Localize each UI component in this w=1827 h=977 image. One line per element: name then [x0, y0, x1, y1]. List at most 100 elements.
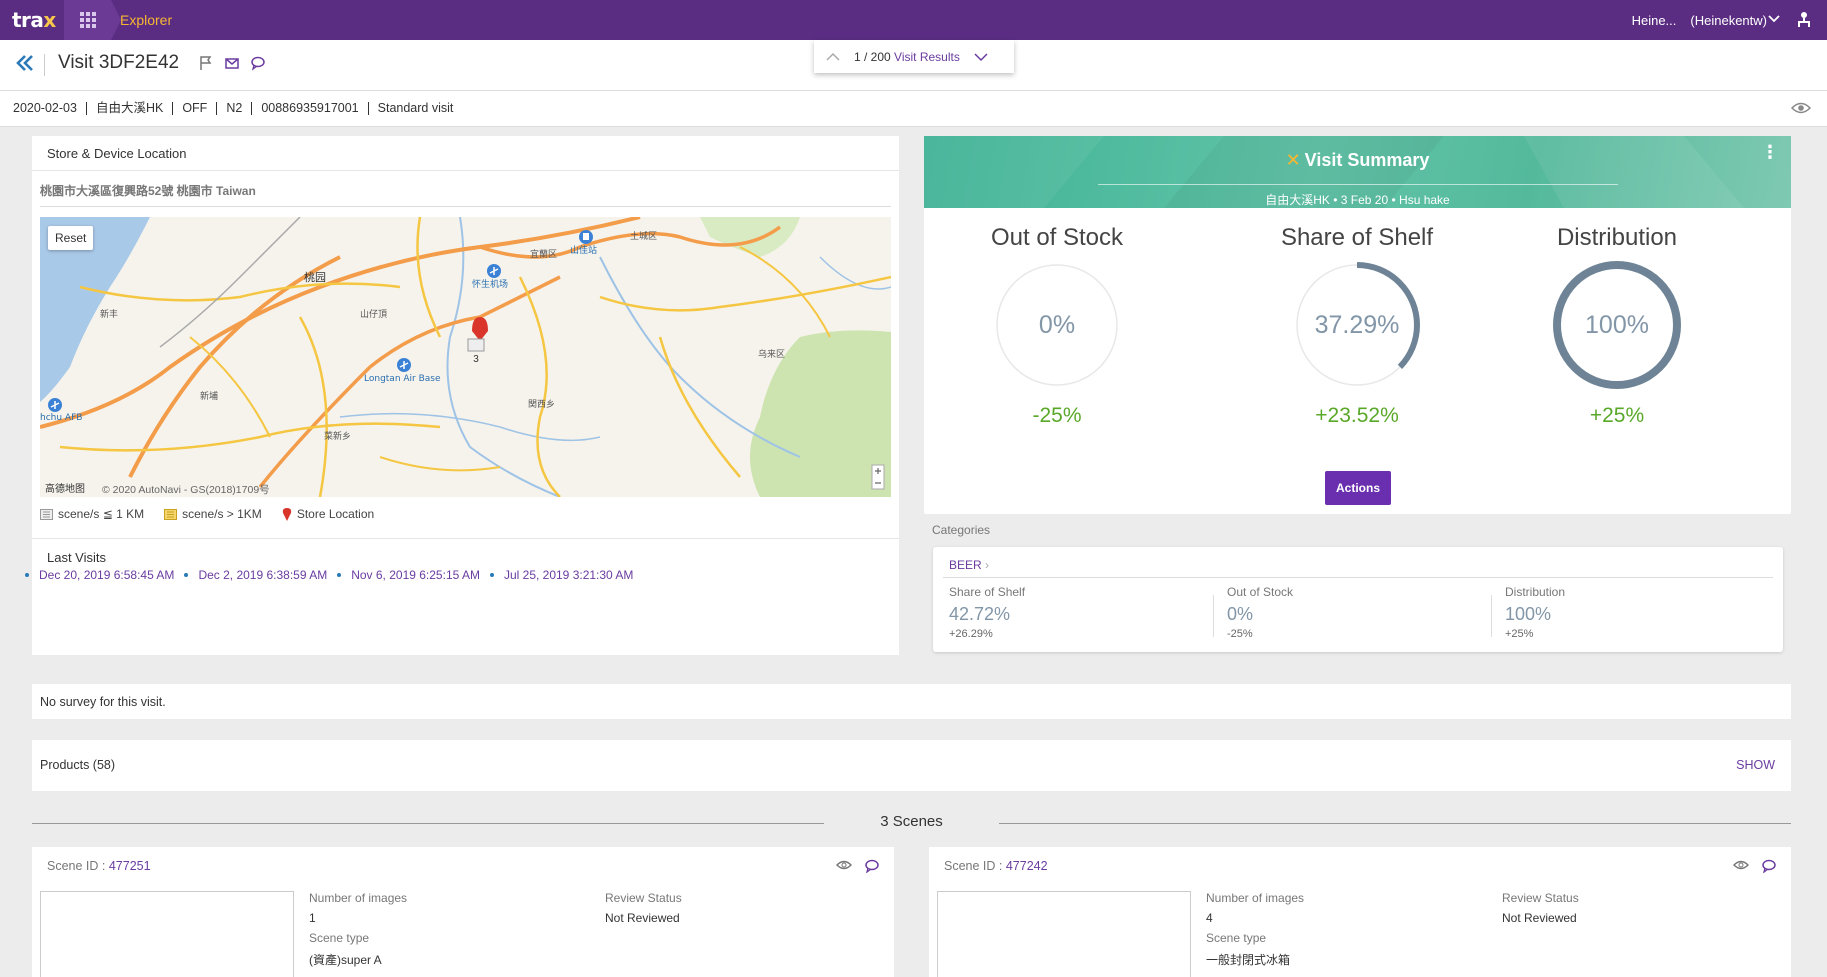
- pager-count: 1 / 200: [854, 49, 891, 64]
- airport-icon: [487, 264, 501, 278]
- map-reset-button[interactable]: Reset: [48, 226, 94, 250]
- actions-button[interactable]: Actions: [1325, 471, 1391, 505]
- map-provider-logo: 高德地图: [45, 484, 85, 495]
- metric-value: 37.29%: [1314, 310, 1400, 339]
- chevron-up-icon[interactable]: [826, 52, 840, 62]
- scene-near-icon: [40, 508, 53, 520]
- metric-distribution[interactable]: Distribution 100% +25%: [1487, 224, 1747, 428]
- scene-type: Scene type (資產)super A: [309, 931, 382, 967]
- map-graphic: 桃园 山佳站 新丰 新埔 山仔頂 怀生机场 Longtan Air Base h…: [40, 217, 891, 497]
- trax-logo[interactable]: trax: [12, 8, 56, 32]
- store-map[interactable]: 桃园 山佳站 新丰 新埔 山仔頂 怀生机场 Longtan Air Base h…: [40, 217, 891, 497]
- scene-id: Scene ID : 477251: [47, 859, 151, 873]
- visit-summary-title: ✕ Visit Summary: [1285, 150, 1430, 170]
- metric-gauge: 0%: [992, 260, 1122, 390]
- pager-label[interactable]: Visit Results: [894, 49, 960, 64]
- category-metric: Distribution 100% +25%: [1505, 585, 1566, 640]
- legend-label: scene/s ≦ 1 KM: [58, 507, 145, 521]
- chevron-down-icon[interactable]: [974, 52, 988, 62]
- metric-name: Distribution: [1556, 224, 1678, 251]
- map-label: 怀生机场: [472, 278, 508, 290]
- visit-summary-header: ✕ Visit Summary 自由大溪HK • 3 Feb 20 • Hsu h…: [924, 136, 1791, 208]
- visit-info-strip: 2020-02-03 自由大溪HK OFF N2 00886935917001 …: [0, 90, 1827, 127]
- scene-count-label: 3: [473, 354, 479, 365]
- store-location-card: Store & Device Location 桃園市大溪區復興路52號 桃園市…: [25, 136, 899, 655]
- last-visit-item[interactable]: Nov 6, 2019 6:25:15 AM: [337, 568, 480, 582]
- scene-id: Scene ID : 477242: [944, 859, 1048, 873]
- scenes-count: 3 Scenes: [880, 813, 943, 830]
- legend-item: scene/s ≦ 1 KM: [40, 507, 144, 521]
- flag-icon[interactable]: [198, 55, 214, 71]
- show-products-button[interactable]: SHOW: [1736, 758, 1775, 772]
- scene-thumbnail[interactable]: [40, 891, 294, 977]
- products-label: Products (58): [40, 758, 116, 772]
- store-number: 00886935917001: [251, 102, 367, 115]
- mail-icon[interactable]: [224, 55, 240, 71]
- scene-type: Scene type 一般封閉式冰箱: [1206, 931, 1291, 967]
- comment-icon[interactable]: [1761, 859, 1777, 873]
- survey-panel: No survey for this visit.: [32, 684, 1791, 719]
- survey-text: No survey for this visit.: [40, 695, 166, 709]
- scene-thumbnail[interactable]: [937, 891, 1191, 977]
- visit-summary-card: ✕ Visit Summary 自由大溪HK • 3 Feb 20 • Hsu h…: [924, 136, 1791, 514]
- metric-share-of-shelf[interactable]: Share of Shelf 37.29% +23.52%: [1227, 224, 1487, 428]
- apps-grid-button[interactable]: [64, 0, 111, 40]
- visit-title: Visit 3DF2E42: [58, 52, 180, 73]
- eye-icon[interactable]: [1791, 101, 1811, 115]
- last-visit-item[interactable]: Dec 20, 2019 6:58:45 AM: [25, 568, 174, 582]
- metric-value: 100%: [1585, 310, 1649, 339]
- eye-icon[interactable]: [836, 859, 852, 871]
- review-status: Review Status Not Reviewed: [1502, 891, 1579, 925]
- legend-label: scene/s > 1KM: [182, 507, 262, 521]
- map-legend: scene/s ≦ 1 KM scene/s > 1KM Store Locat…: [40, 507, 374, 521]
- category-metric: Share of Shelf 42.72% +26.29%: [949, 585, 1026, 640]
- top-bar: trax Explorer Heine... (Heinekentw): [0, 0, 1827, 40]
- card-title: Store & Device Location: [47, 146, 187, 161]
- legend-item: scene/s > 1KM: [164, 507, 262, 521]
- products-panel: Products (58) SHOW: [32, 740, 1791, 791]
- map-label: 山仔頂: [360, 308, 387, 320]
- x-logo-icon: ✕: [1285, 150, 1301, 170]
- categories-label: Categories: [932, 523, 991, 537]
- map-label: 新埔: [200, 390, 218, 402]
- header-pattern: [924, 136, 1744, 208]
- category-link[interactable]: BEER ›: [949, 558, 990, 572]
- comment-icon[interactable]: [864, 859, 880, 873]
- visit-type: Standard visit: [367, 102, 463, 115]
- map-copyright: © 2020 AutoNavi - GS(2018)1709号: [102, 484, 270, 496]
- chevron-down-icon[interactable]: [1767, 12, 1781, 26]
- map-label: 山佳站: [570, 244, 597, 256]
- scene-card[interactable]: Scene ID : 477251 Number of images 1 Rev…: [32, 847, 894, 977]
- category-card: BEER › Share of Shelf 42.72% +26.29% Out…: [933, 547, 1783, 652]
- legend-item: Store Location: [282, 507, 374, 521]
- metric-delta: +25%: [1589, 404, 1645, 427]
- airport-icon: [397, 358, 411, 372]
- divider: [999, 823, 1791, 824]
- last-visit-item[interactable]: Jul 25, 2019 3:21:30 AM: [489, 568, 633, 582]
- divider: [1213, 595, 1214, 637]
- divider: [1491, 595, 1492, 637]
- more-vertical-icon[interactable]: ⋮: [1761, 142, 1779, 162]
- metric-out-of-stock[interactable]: Out of Stock 0% -25%: [927, 224, 1187, 428]
- visit-summary-subtitle: 自由大溪HK • 3 Feb 20 • Hsu hake: [1265, 193, 1450, 207]
- comment-icon[interactable]: [250, 55, 266, 71]
- zoom-controls[interactable]: [871, 464, 885, 490]
- eye-icon[interactable]: [1733, 859, 1749, 871]
- chevron-right-icon: ›: [985, 558, 990, 572]
- airport-icon: [48, 398, 62, 412]
- store-address: 桃園市大溪區復興路52號 桃園市 Taiwan: [40, 184, 256, 198]
- store-location-marker[interactable]: 3: [467, 317, 488, 365]
- location-pin-icon: [282, 508, 291, 521]
- store-channel: N2: [216, 102, 251, 115]
- double-chevron-left-icon[interactable]: [14, 52, 36, 74]
- metric-name: Share of Shelf: [1280, 224, 1434, 251]
- user-menu[interactable]: Heine... (Heinekentw): [1632, 13, 1767, 28]
- scene-card[interactable]: Scene ID : 477242 Number of images 4 Rev…: [929, 847, 1791, 977]
- store-name: 自由大溪HK: [85, 102, 172, 115]
- app-name[interactable]: Explorer: [120, 12, 173, 28]
- last-visit-item[interactable]: Dec 2, 2019 6:38:59 AM: [184, 568, 327, 582]
- visit-date: 2020-02-03: [13, 101, 77, 115]
- visit-status: OFF: [172, 102, 216, 115]
- map-label: 菜新乡: [324, 430, 351, 442]
- hierarchy-icon[interactable]: [1795, 11, 1813, 29]
